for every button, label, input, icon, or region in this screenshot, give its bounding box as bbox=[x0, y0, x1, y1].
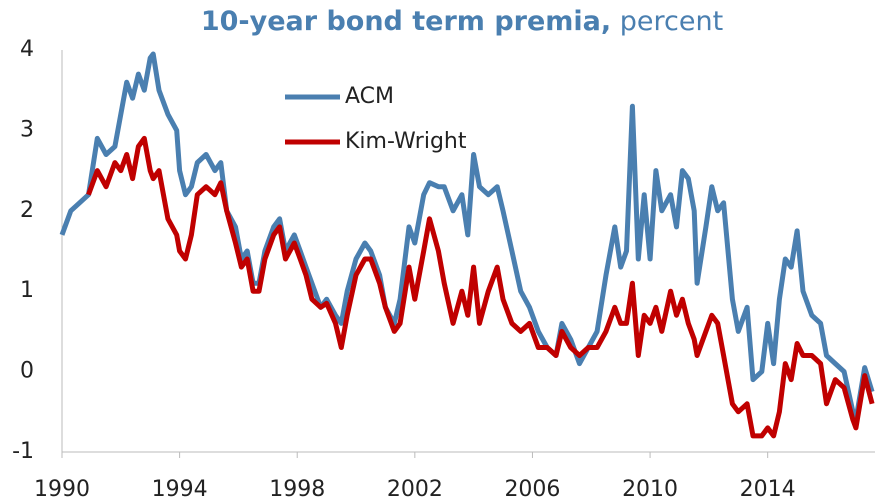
x-tick-label: 1998 bbox=[269, 477, 325, 502]
y-tick-label: -1 bbox=[12, 439, 34, 464]
x-tick-label: 2010 bbox=[622, 477, 678, 502]
title-main: 10-year bond term premia, bbox=[201, 6, 611, 37]
chart-title: 10-year bond term premia, percent bbox=[201, 6, 723, 37]
x-tick-label: 2014 bbox=[740, 477, 796, 502]
series-line bbox=[59, 51, 875, 423]
legend-label: Kim-Wright bbox=[345, 129, 467, 154]
y-tick-label: 2 bbox=[20, 198, 34, 223]
x-tick-label: 2006 bbox=[504, 477, 560, 502]
x-tick-label: 1990 bbox=[34, 477, 90, 502]
x-tick-label: 2002 bbox=[387, 477, 443, 502]
y-tick-label: 1 bbox=[20, 278, 34, 303]
title-unit: percent bbox=[620, 6, 723, 37]
legend-label: ACM bbox=[345, 84, 394, 109]
x-tick-label: 1994 bbox=[152, 477, 208, 502]
series-line bbox=[86, 135, 875, 439]
y-tick-label: 0 bbox=[20, 359, 34, 384]
y-tick-label: 3 bbox=[20, 117, 34, 142]
y-tick-label: 4 bbox=[20, 37, 34, 62]
